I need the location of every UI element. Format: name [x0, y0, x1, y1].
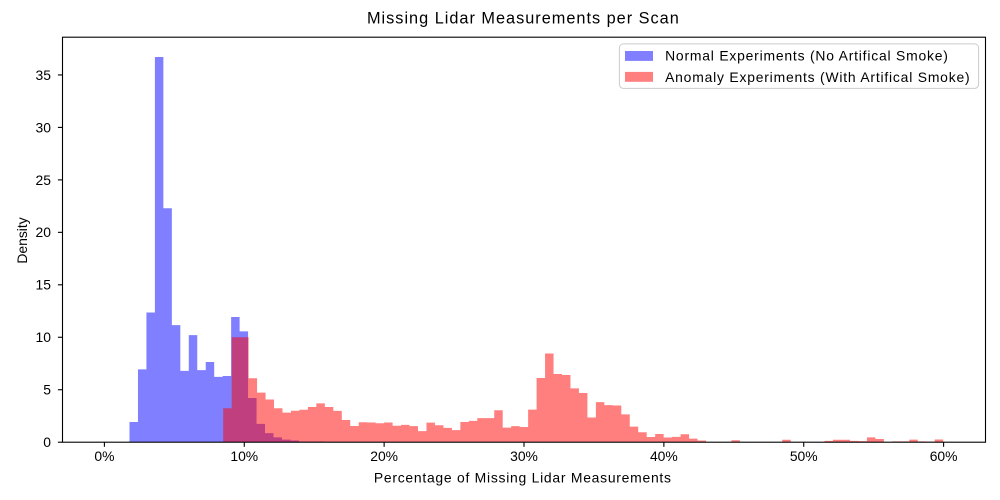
- svg-text:0%: 0%: [94, 448, 114, 464]
- svg-text:Anomaly Experiments (With Arti: Anomaly Experiments (With Artifical Smok…: [665, 69, 970, 85]
- svg-text:5: 5: [43, 382, 51, 398]
- svg-text:20%: 20%: [370, 448, 398, 464]
- svg-text:60%: 60%: [930, 448, 958, 464]
- svg-text:10%: 10%: [230, 448, 258, 464]
- svg-text:20: 20: [36, 224, 52, 240]
- svg-text:15: 15: [36, 277, 52, 293]
- svg-text:25: 25: [36, 172, 52, 188]
- svg-text:50%: 50%: [790, 448, 818, 464]
- svg-text:35: 35: [36, 67, 52, 83]
- svg-text:Density: Density: [14, 217, 30, 263]
- svg-text:30%: 30%: [510, 448, 538, 464]
- svg-text:Percentage of Missing Lidar Me: Percentage of Missing Lidar Measurements: [374, 470, 672, 486]
- svg-text:0: 0: [43, 434, 51, 450]
- svg-text:40%: 40%: [650, 448, 678, 464]
- svg-text:Missing Lidar Measurements per: Missing Lidar Measurements per Scan: [367, 9, 680, 27]
- svg-text:10: 10: [36, 329, 52, 345]
- svg-text:Normal Experiments (No Artific: Normal Experiments (No Artifical Smoke): [665, 48, 949, 64]
- svg-text:30: 30: [36, 119, 52, 135]
